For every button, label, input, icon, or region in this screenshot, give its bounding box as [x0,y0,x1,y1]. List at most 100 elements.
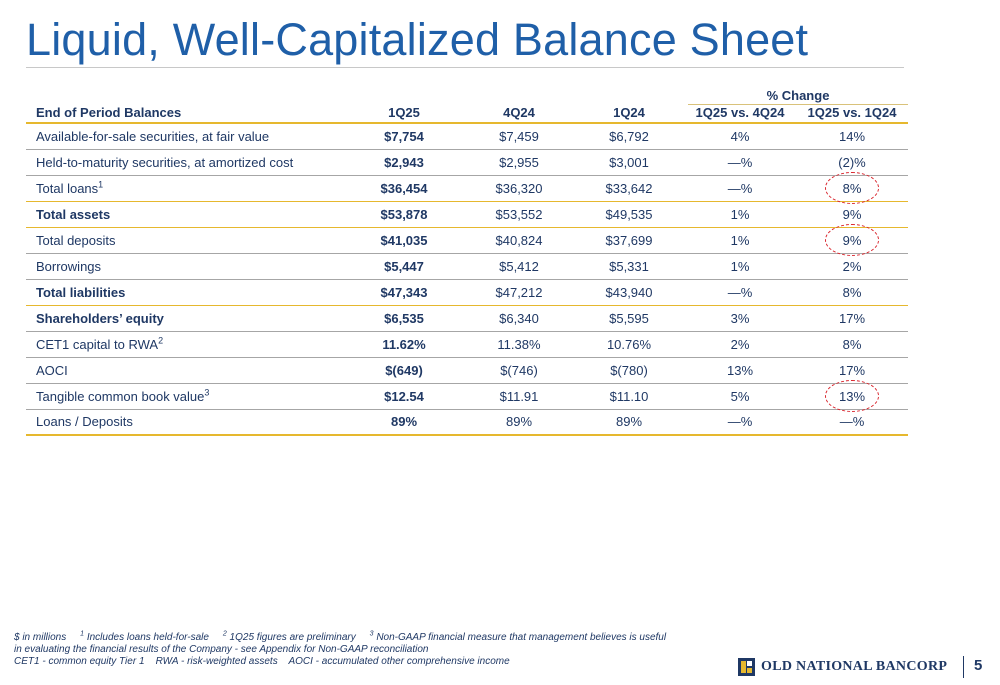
page-title: Liquid, Well-Capitalized Balance Sheet [26,14,809,65]
table-cell: $2,955 [464,149,574,176]
table-cell: 1% [684,227,796,254]
table-cell: $6,340 [464,305,574,332]
footnotes: $ in millions 1 Includes loans held-for-… [14,630,754,668]
row-label: Available-for-sale securities, at fair v… [26,123,344,150]
column-header: 1Q25 vs. 4Q24 [684,103,796,124]
table-cell: $5,412 [464,253,574,280]
table-cell: $36,454 [344,175,464,202]
table-cell: $47,343 [344,279,464,306]
table-cell: $6,792 [574,123,684,150]
table-cell: $6,535 [344,305,464,332]
balance-sheet-table: End of Period Balances 1Q25 4Q24 1Q24 1Q… [26,103,908,436]
table-cell: 3% [684,305,796,332]
table-cell: 13% [684,357,796,384]
table-cell: $36,320 [464,175,574,202]
column-header: 4Q24 [464,103,574,124]
column-header: 1Q25 vs. 1Q24 [796,103,908,124]
row-label: Loans / Deposits [26,409,344,436]
page-number: 5 [974,657,983,674]
footnote-line-2: in evaluating the financial results of t… [14,644,429,655]
table-row: Tangible common book value3 $12.54 $11.91 $… [26,380,908,412]
table-cell: $40,824 [464,227,574,254]
table-row: Total liabilities $47,343 $47,212 $43,940 —%… [26,279,908,306]
table-cell: $11.10 [574,383,684,410]
table-cell: $12.54 [344,383,464,410]
table-cell: 2% [684,331,796,358]
row-label: Total liabilities [26,279,344,306]
logo-text: OLD NATIONAL BANCORP [761,659,948,674]
table-row: Loans / Deposits 89% 89% 89% —% —% [26,409,908,436]
row-label: Total loans1 [26,175,344,202]
row-label: AOCI [26,357,344,384]
table-cell: $3,001 [574,149,684,176]
footnote-line-1: $ in millions 1 Includes loans held-for-… [14,630,667,643]
table-cell: 11.62% [344,331,464,358]
table-row: Held-to-maturity securities, at amortize… [26,149,908,176]
row-label: Shareholders’ equity [26,305,344,332]
table-cell: 8% [796,279,908,306]
company-logo: OLD NATIONAL BANCORP [738,656,947,678]
table-row: Shareholders’ equity $6,535 $6,340 $5,595 3%… [26,305,908,332]
footnote-marker: 2 [158,335,164,346]
table-cell: 2% [796,253,908,280]
table-cell: 10.76% [574,331,684,358]
table-cell: $49,535 [574,201,684,228]
table-cell: 1% [684,201,796,228]
table-cell: 13% [796,380,908,412]
table-cell: $47,212 [464,279,574,306]
row-label: CET1 capital to RWA2 [26,331,344,358]
footer-divider [963,656,964,678]
table-cell: —% [684,175,796,202]
table-cell: 89% [574,409,684,436]
row-label: Borrowings [26,253,344,280]
table-cell: 17% [796,357,908,384]
table-cell: 1% [684,253,796,280]
table-cell: 4% [684,123,796,150]
table-cell: $(780) [574,357,684,384]
table-cell: $7,754 [344,123,464,150]
table-cell: 89% [344,409,464,436]
table-cell: 11.38% [464,331,574,358]
row-label: Held-to-maturity securities, at amortize… [26,149,344,176]
table-cell: $2,943 [344,149,464,176]
table-cell: 8% [796,172,908,204]
table-row: AOCI $(649) $(746) $(780) 13% 17% [26,357,908,384]
footnote-marker: 1 [98,179,104,190]
table-row: Total loans1 $36,454 $36,320 $33,642 —% 8% [26,172,908,204]
footnote-line-3: CET1 - common equity Tier 1 RWA - risk-w… [14,656,510,667]
table-row: Total assets $53,878 $53,552 $49,535 1% 9% [26,201,908,228]
highlight-circle [825,172,879,204]
table-header-row: End of Period Balances 1Q25 4Q24 1Q24 1Q… [26,103,908,124]
table-cell: $11.91 [464,383,574,410]
table-cell: —% [684,149,796,176]
table-cell: 17% [796,305,908,332]
row-label: Total assets [26,201,344,228]
table-cell: $53,878 [344,201,464,228]
table-cell: $37,699 [574,227,684,254]
column-header: 1Q25 [344,103,464,124]
table-cell: $5,331 [574,253,684,280]
table-cell: 5% [684,383,796,410]
table-row: Borrowings $5,447 $5,412 $5,331 1% 2% [26,253,908,280]
table-cell: $53,552 [464,201,574,228]
highlight-circle [825,380,879,412]
table-cell: 14% [796,123,908,150]
table-cell: $33,642 [574,175,684,202]
table-cell: 89% [464,409,574,436]
old-national-logo-mark-icon [738,658,755,676]
table-row: Total deposits $41,035 $40,824 $37,699 1% 9% [26,224,908,256]
highlight-circle [825,224,879,256]
table-cell: $5,595 [574,305,684,332]
footnote-marker: 3 [204,387,210,398]
table-cell: —% [684,279,796,306]
table-cell: —% [684,409,796,436]
table-row: Available-for-sale securities, at fair v… [26,123,908,150]
table-cell: —% [796,409,908,436]
table-cell: $7,459 [464,123,574,150]
column-header: End of Period Balances [26,103,344,124]
percent-change-header: % Change [766,88,830,103]
table-cell: $5,447 [344,253,464,280]
table-cell: 9% [796,224,908,256]
table-cell: $(649) [344,357,464,384]
table-cell: $(746) [464,357,574,384]
